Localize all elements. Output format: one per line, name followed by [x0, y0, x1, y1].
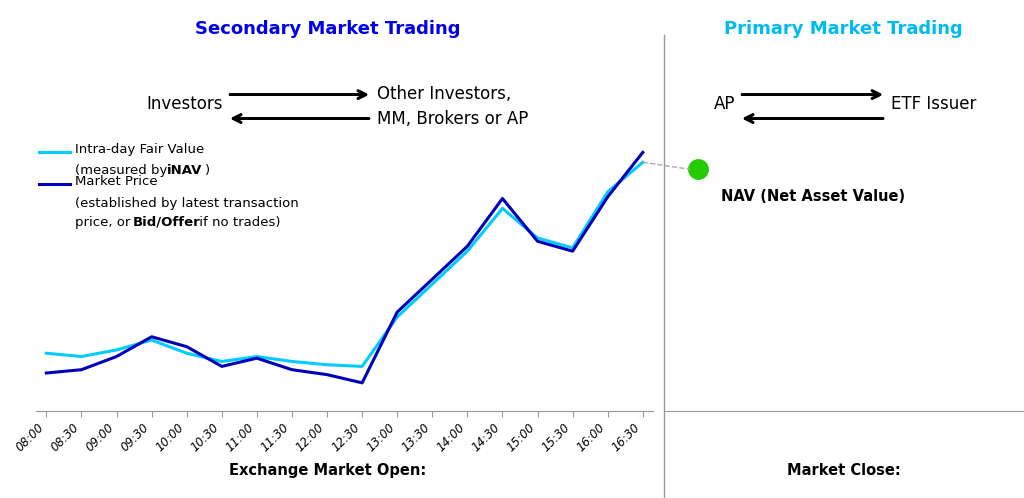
Text: (measured by: (measured by [75, 164, 171, 177]
Text: Investors: Investors [146, 95, 223, 113]
Text: Intra-day Fair Value: Intra-day Fair Value [75, 143, 204, 156]
Text: (established by latest transaction: (established by latest transaction [75, 197, 299, 210]
Text: Exchange Market Open:: Exchange Market Open: [229, 463, 426, 478]
Text: Primary Market Trading: Primary Market Trading [724, 20, 964, 38]
Text: price, or: price, or [75, 216, 134, 229]
Text: Market Price: Market Price [75, 175, 158, 188]
Text: NAV (Net Asset Value): NAV (Net Asset Value) [721, 189, 905, 204]
Text: AP: AP [714, 95, 735, 113]
Text: Market Close:: Market Close: [786, 463, 901, 478]
Text: if no trades): if no trades) [195, 216, 280, 229]
Text: Other Investors,
MM, Brokers or AP: Other Investors, MM, Brokers or AP [377, 85, 528, 128]
Text: ETF Issuer: ETF Issuer [891, 95, 976, 113]
Text: Bid/Offer: Bid/Offer [133, 216, 201, 229]
Text: iNAV: iNAV [166, 164, 202, 177]
Text: Secondary Market Trading: Secondary Market Trading [195, 20, 461, 38]
Text: ): ) [205, 164, 211, 177]
